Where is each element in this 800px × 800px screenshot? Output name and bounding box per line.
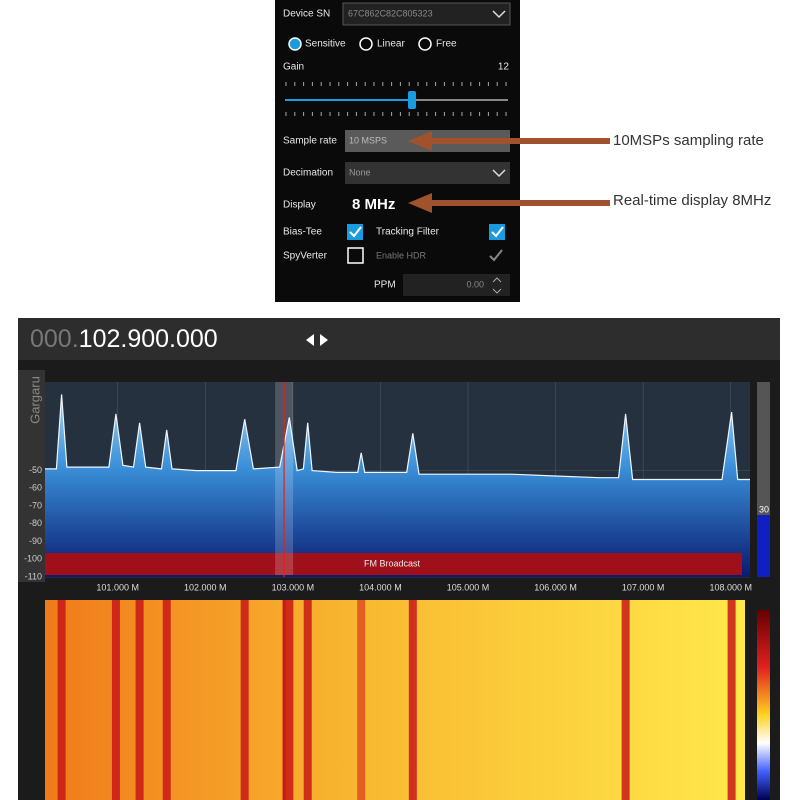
dropdown-value: 67C862C82C805323 (348, 8, 433, 18)
slider-thumb[interactable] (408, 91, 416, 109)
x-tick-label: 101.000 M (96, 582, 139, 592)
check (489, 249, 503, 262)
checkbox[interactable] (347, 224, 363, 240)
level-fill (757, 515, 770, 577)
check (491, 226, 504, 238)
spinner-up[interactable] (492, 277, 502, 283)
radio-label: Free (436, 39, 457, 50)
dropdown-value: None (349, 167, 371, 177)
annotation: Real-time display 8MHz (613, 192, 771, 209)
label: Tracking Filter (376, 227, 440, 238)
y-tick-label: -80 (29, 518, 42, 528)
x-tick-label: 102.000 M (184, 582, 227, 592)
x-tick-label: 108.000 M (709, 582, 752, 592)
waterfall-trace (162, 600, 171, 800)
radio-label: Linear (377, 39, 405, 50)
band (45, 553, 742, 575)
waterfall-trace (303, 600, 312, 800)
dropdown[interactable] (342, 2, 511, 26)
level-label: 30 (759, 504, 769, 514)
tune-left[interactable] (306, 334, 314, 346)
x-tick-label: 104.000 M (359, 582, 402, 592)
frequency-prefix: 000. (30, 325, 79, 353)
dropdown-value: 10 MSPS (349, 135, 387, 145)
y-tick-label: -110 (25, 571, 42, 581)
color-bar (757, 610, 770, 800)
waterfall-trace (240, 600, 249, 800)
label: SpyVerter (283, 251, 328, 262)
radio-label: Sensitive (305, 39, 346, 50)
y-axis-area (18, 370, 45, 582)
checkbox[interactable] (347, 247, 364, 264)
y-tick-label: -100 (24, 554, 42, 564)
band-label: FM Broadcast (364, 558, 421, 568)
waterfall-trace (285, 600, 294, 800)
checkbox[interactable] (489, 224, 505, 240)
y-tick-label: -60 (29, 483, 42, 493)
label: Display (283, 200, 316, 211)
display-value: 8 MHz (352, 196, 395, 213)
waterfall-trace (135, 600, 144, 800)
arrow-head (408, 131, 432, 151)
radio[interactable] (418, 37, 432, 51)
waterfall-trace (621, 600, 630, 800)
waterfall-trace (727, 600, 736, 800)
waterfall-trace (57, 600, 66, 800)
spectrum-area (45, 394, 750, 577)
gain-value: 12 (498, 62, 510, 73)
radio[interactable] (359, 37, 373, 51)
waterfall-trace (111, 600, 120, 800)
waterfall (45, 600, 745, 800)
waterfall-trace (408, 600, 417, 800)
label: Device SN (283, 9, 330, 20)
dropdown[interactable] (345, 162, 510, 184)
frequency-bar (18, 318, 780, 360)
label: Sample rate (283, 136, 337, 147)
x-tick-label: 105.000 M (447, 582, 490, 592)
frequency: 000.102.900.000 (30, 325, 218, 353)
input-value: 0.00 (466, 279, 484, 289)
x-tick-label: 106.000 M (534, 582, 577, 592)
frequency-value: 102.900.000 (79, 325, 218, 353)
annotation: 10MSPs sampling rate (613, 132, 764, 149)
y-tick-label: -90 (29, 536, 42, 546)
y-label: Gargaru (27, 376, 42, 424)
label: Decimation (283, 168, 333, 179)
arrow-head (408, 193, 432, 213)
radio[interactable] (288, 37, 302, 51)
x-tick-label: 107.000 M (622, 582, 665, 592)
spinner-down[interactable] (492, 288, 502, 294)
gain-slider[interactable] (285, 82, 508, 116)
check (349, 226, 362, 238)
input[interactable] (403, 274, 510, 296)
chevron (492, 10, 506, 19)
tune-right[interactable] (320, 334, 328, 346)
x-tick-label: 103.000 M (272, 582, 315, 592)
spectrum-line (45, 394, 750, 481)
chevron (492, 169, 506, 178)
y-tick-label: -70 (29, 500, 42, 510)
label: Gain (283, 62, 304, 73)
y-tick-label: -50 (29, 465, 42, 475)
label: Enable HDR (376, 250, 427, 260)
label: Bias-Tee (283, 227, 322, 238)
spectrum: -50 -60 -70 -80 -90 -100 -110 101.000 M 102.000 … (24, 382, 752, 800)
label: PPM (374, 280, 396, 291)
waterfall-trace (357, 600, 366, 800)
